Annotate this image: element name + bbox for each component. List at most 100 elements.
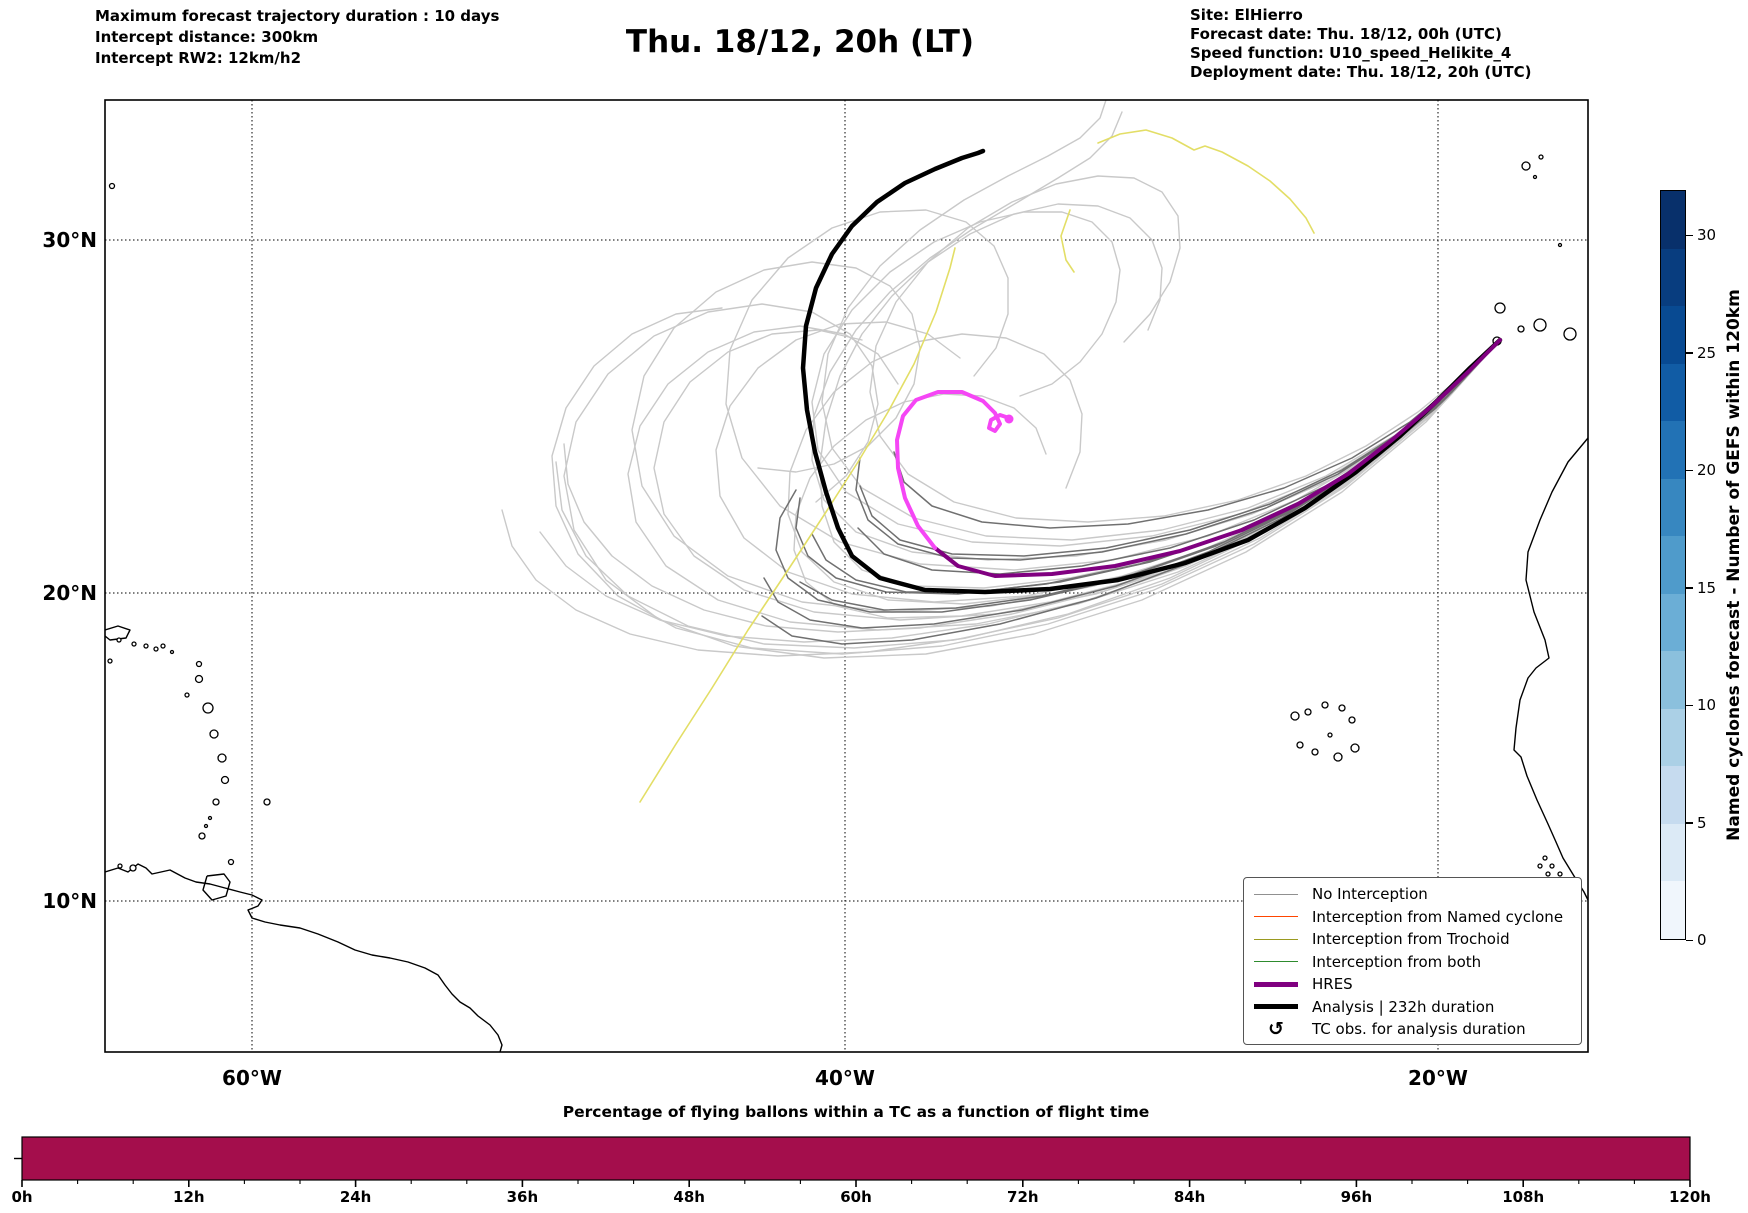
lat-tick-label: 10°N (42, 889, 97, 913)
intercept-distance-text: Intercept distance: 300km (95, 28, 319, 46)
flight-time-chart-title: Percentage of flying ballons within a TC… (562, 1103, 1150, 1121)
legend-item-tc-obs: ↺ TC obs. for analysis duration (1254, 1018, 1581, 1041)
colorbar-tick-label: 20 (1697, 461, 1717, 480)
flight-time-tick-label: 96h (1340, 1188, 1373, 1206)
island (1542, 855, 1548, 861)
tc-obs-marker (1004, 414, 1014, 424)
colorbar-band (1661, 823, 1685, 882)
island (1304, 708, 1312, 716)
island (1494, 302, 1506, 314)
island (1311, 748, 1319, 756)
colorbar-tick-label: 5 (1697, 813, 1707, 832)
flight-time-tick-label: 24h (339, 1188, 372, 1206)
island (1327, 732, 1333, 738)
trajectory-no-interception-light (631, 261, 1501, 613)
island (1533, 318, 1547, 332)
intercept-rw2-text: Intercept RW2: 12km/h2 (95, 49, 302, 67)
trajectory-no-interception-dark (761, 339, 1501, 645)
island (263, 798, 271, 806)
island (217, 753, 227, 763)
island (116, 637, 122, 643)
colorbar-tick (1686, 704, 1693, 707)
island (1517, 325, 1525, 333)
trajectory-no-interception-dark (859, 339, 1501, 557)
island (108, 182, 116, 190)
colorbar-tick (1686, 469, 1693, 472)
colorbar-band (1661, 306, 1685, 364)
lat-tick-label: 30°N (42, 228, 97, 252)
both-line-swatch (1254, 961, 1298, 963)
island (207, 815, 213, 821)
island (1290, 711, 1300, 721)
colorbar-band (1661, 708, 1685, 767)
colorbar-band (1661, 651, 1685, 709)
max-duration-text: Maximum forecast trajectory duration : 1… (95, 7, 500, 25)
trajectory-no-interception-light (725, 209, 1501, 571)
trajectory-no-interception-dark (857, 339, 1501, 575)
island (143, 643, 149, 649)
island (1538, 154, 1544, 160)
island (209, 729, 219, 739)
site-info-block: Site: ElHierro Forecast date: Thu. 18/12… (1190, 6, 1531, 82)
island (1563, 327, 1577, 341)
gefs-count-colorbar (1660, 190, 1686, 940)
island (198, 832, 206, 840)
island (1549, 863, 1555, 869)
colorbar-tick (1686, 234, 1693, 237)
island (129, 864, 137, 872)
colorbar-band (1661, 766, 1685, 824)
island (1296, 741, 1304, 749)
island (117, 863, 123, 869)
island (1321, 701, 1329, 709)
legend-item-analysis: Analysis | 232h duration (1254, 996, 1581, 1019)
site-text: Site: ElHierro (1190, 6, 1303, 24)
trajectory-analysis (800, 148, 1503, 595)
no-interception-line-swatch (1254, 893, 1298, 895)
island (131, 641, 137, 647)
trajectory-no-interception-light (627, 325, 1501, 631)
colorbar-band (1661, 536, 1685, 594)
colorbar-tick-label: 10 (1697, 696, 1717, 715)
colorbar-tick (1686, 939, 1693, 941)
colorbar-band (1661, 593, 1685, 652)
flight-time-bar (21, 1136, 1691, 1181)
colorbar-tick-label: 25 (1697, 343, 1717, 362)
flight-time-tick-label: 48h (673, 1188, 705, 1206)
trajectory-interception-trochoid (639, 247, 956, 803)
hres-line-swatch (1254, 981, 1298, 987)
forecast-date-text: Forecast date: Thu. 18/12, 00h (UTC) (1190, 25, 1502, 43)
colorbar-tick (1686, 822, 1693, 824)
legend-item-trochoid: Interception from Trochoid (1254, 928, 1581, 951)
island (160, 643, 166, 649)
lon-tick-label: 20°W (1408, 1066, 1468, 1090)
colorbar-tick (1686, 352, 1693, 354)
island (1338, 704, 1346, 712)
flight-time-tick-label: 36h (506, 1188, 539, 1206)
lat-tick-label: 20°N (42, 581, 97, 605)
island (1557, 242, 1563, 248)
colorbar-tick-label: 0 (1697, 931, 1707, 949)
flight-time-tick-label: 60h (840, 1188, 872, 1206)
flight-time-tick-label: 108h (1502, 1188, 1545, 1206)
run-parameters-block: Maximum forecast trajectory duration : 1… (95, 6, 499, 69)
legend-item-no-interception: No Interception (1254, 883, 1581, 906)
island (1521, 161, 1531, 171)
legend-item-named-cyclone: Interception from Named cyclone (1254, 906, 1581, 929)
colorbar-band (1661, 363, 1685, 422)
deployment-date-text: Deployment date: Thu. 18/12, 20h (UTC) (1190, 63, 1532, 81)
colorbar-band (1661, 881, 1685, 939)
flight-time-tick-label: 0h (11, 1188, 33, 1206)
trajectory-no-interception-light (563, 303, 1501, 659)
trajectory-no-interception-dark (795, 339, 1501, 595)
legend-item-both: Interception from both (1254, 951, 1581, 974)
island (1350, 743, 1360, 753)
colorbar-tick-label: 30 (1697, 226, 1717, 245)
island (184, 692, 190, 698)
coastline (202, 873, 231, 901)
map-content-layer (105, 100, 1588, 1052)
island (212, 798, 220, 806)
flight-time-tick-label: 12h (173, 1188, 205, 1206)
island (107, 658, 113, 664)
lon-tick-label: 40°W (815, 1066, 875, 1090)
island (195, 660, 203, 668)
